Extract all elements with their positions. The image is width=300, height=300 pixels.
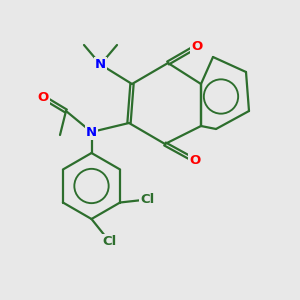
Text: O: O (38, 91, 49, 104)
Text: N: N (86, 125, 97, 139)
Text: N: N (95, 58, 106, 71)
Text: Cl: Cl (102, 235, 117, 248)
Text: O: O (191, 40, 202, 53)
Text: O: O (189, 154, 201, 167)
Text: Cl: Cl (140, 193, 154, 206)
